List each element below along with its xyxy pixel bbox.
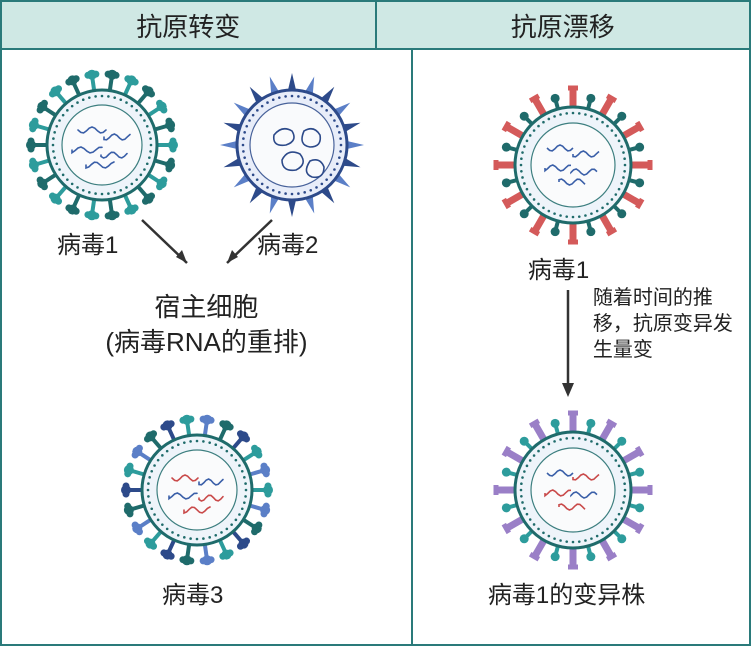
host-line1: 宿主细胞 [154,292,258,322]
virus-1-shift [22,65,182,225]
shift-panel: 病毒1 病毒2 宿主细胞 (病毒RNA的重排) 病毒3 [2,50,413,644]
body-row: 病毒1 病毒2 宿主细胞 (病毒RNA的重排) 病毒3 病毒1 [2,50,749,644]
arrow-v2-to-host [212,215,282,275]
virus-2-shift [212,65,372,225]
drift-panel: 病毒1 随着时间的推移，抗原变异发生量变 病毒1的变异株 [413,50,749,644]
virus-3-shift [117,410,277,570]
header-antigenic-drift: 抗原漂移 [377,2,750,50]
arrow-v1-to-host [132,215,202,275]
host-line2: (病毒RNA的重排) [105,327,307,357]
variant-label: 病毒1的变异株 [488,575,645,610]
header-row: 抗原转变 抗原漂移 [2,2,749,50]
header-antigenic-shift: 抗原转变 [2,2,377,50]
virus-1-variant [488,405,658,575]
drift-description: 随着时间的推移，抗原变异发生量变 [593,285,733,363]
diagram-container: 抗原转变 抗原漂移 病毒1 病毒2 宿主细胞 (病毒RNA的重排) 病毒3 [0,0,751,646]
virus1-drift-label: 病毒1 [528,250,589,285]
virus-1-drift [488,80,658,250]
host-cell-text: 宿主细胞 (病毒RNA的重排) [2,290,411,360]
virus3-label: 病毒3 [162,575,223,610]
virus1-label: 病毒1 [57,225,118,260]
arrow-drift [553,285,583,405]
